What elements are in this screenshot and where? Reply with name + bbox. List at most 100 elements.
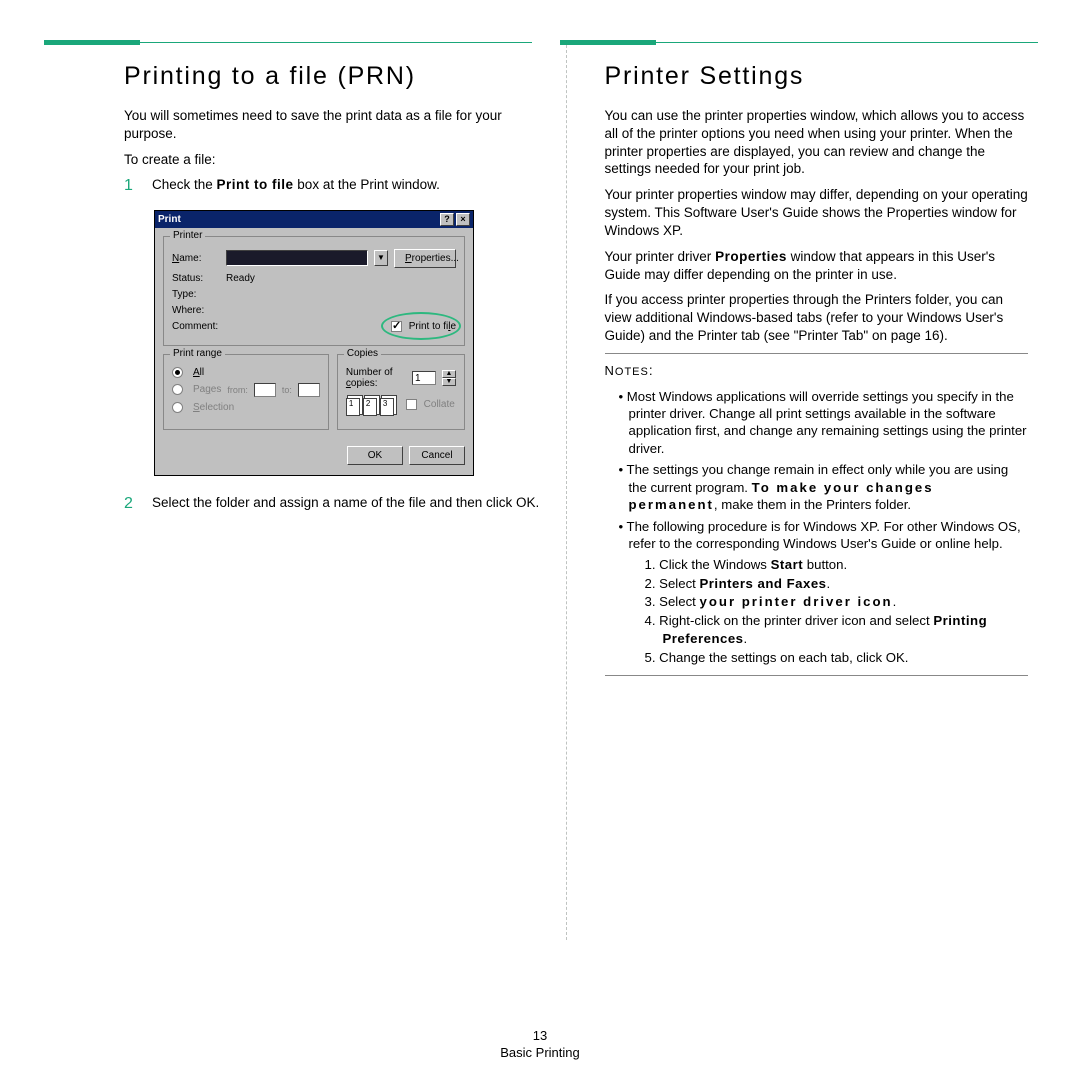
printer-name-dropdown[interactable]: [226, 250, 368, 266]
dropdown-icon[interactable]: ▼: [374, 250, 388, 266]
right-heading: Printer Settings: [605, 62, 1029, 91]
sheet-icon: 2: [363, 398, 377, 416]
print-to-file-checkbox[interactable]: [391, 321, 402, 332]
selection-row: Selection: [172, 402, 320, 413]
spinner-up-icon[interactable]: ▲: [442, 370, 456, 378]
bottom-groups: Print range All Pages from: to:: [163, 354, 465, 438]
help-icon[interactable]: ?: [440, 213, 454, 226]
from-label: from:: [227, 385, 248, 395]
p1: You can use the printer properties windo…: [605, 107, 1029, 178]
t-bold: Start: [771, 557, 804, 572]
pages-row: Pages from: to:: [172, 383, 320, 397]
note-item: The settings you change remain in effect…: [619, 461, 1029, 513]
group-label: Printer: [170, 230, 205, 241]
type-row: Type:: [172, 289, 456, 300]
comment-label: Comment:: [172, 321, 220, 332]
dialog-body: Printer Name: ▼ Properties... Status: Re…: [155, 228, 473, 446]
all-label: All: [193, 367, 204, 378]
step-2: 2 Select the folder and assign a name of…: [124, 494, 548, 513]
spinner-down-icon[interactable]: ▼: [442, 378, 456, 386]
status-row: Status: Ready: [172, 273, 456, 284]
u: N: [172, 253, 179, 264]
sub-step: Change the settings on each tab, click O…: [645, 649, 1029, 667]
t-bold: your printer driver icon: [700, 594, 893, 609]
u: P: [405, 253, 412, 264]
t: Right-click on the printer driver icon a…: [659, 613, 933, 628]
t: , make them in the Printers folder.: [714, 497, 911, 512]
p3: Your printer driver Properties window th…: [605, 248, 1029, 284]
to-input[interactable]: [298, 383, 320, 397]
left-intro: You will sometimes need to save the prin…: [124, 107, 548, 143]
sheet-icon: 3: [380, 398, 394, 416]
t: The following procedure is for Windows X…: [627, 519, 1021, 551]
where-label: Where:: [172, 305, 220, 316]
collate-illustration: 1 2 3: [346, 398, 394, 416]
all-radio[interactable]: [172, 367, 183, 378]
t-bold: Print to file: [217, 177, 294, 192]
dialog-title: Print: [158, 214, 438, 225]
from-input[interactable]: [254, 383, 276, 397]
t-bold: Properties: [715, 249, 787, 264]
step-body: Select the folder and assign a name of t…: [152, 494, 539, 513]
collate-label: Collate: [424, 399, 455, 410]
collate-row: 1 2 3 Collate: [346, 394, 456, 416]
where-row: Where:: [172, 305, 456, 316]
sub-step: Select Printers and Faxes.: [645, 575, 1029, 593]
footer-text: Basic Printing: [500, 1045, 579, 1060]
comment-row: Comment: Print to file: [172, 321, 456, 332]
t: Select: [659, 594, 699, 609]
print-dialog-screenshot: Print ? × Printer Name: ▼ Properties...: [154, 210, 548, 476]
right-column: Printer Settings You can use the printer…: [567, 40, 1037, 940]
t: button.: [803, 557, 847, 572]
copies-input[interactable]: 1: [412, 371, 436, 385]
notes-rule-top: [605, 353, 1029, 354]
collate-checkbox[interactable]: [406, 399, 417, 410]
collate-wrap: Collate: [406, 399, 455, 410]
page: Printing to a file (PRN) You will someti…: [0, 0, 1080, 1000]
page-footer: 13 Basic Printing: [0, 1028, 1080, 1060]
to-label: to:: [282, 385, 292, 395]
sub-step: Click the Windows Start button.: [645, 556, 1029, 574]
left-column: Printing to a file (PRN) You will someti…: [44, 40, 566, 940]
t: Select: [659, 576, 699, 591]
step-number: 2: [124, 494, 140, 513]
close-icon[interactable]: ×: [456, 213, 470, 226]
cancel-button[interactable]: Cancel: [409, 446, 465, 465]
copies-spinner[interactable]: ▲ ▼: [442, 370, 456, 386]
group-label: Copies: [344, 348, 381, 359]
left-heading: Printing to a file (PRN): [124, 62, 548, 91]
t: .: [827, 576, 831, 591]
ptf-label: Print to file: [409, 321, 456, 332]
p4: If you access printer properties through…: [605, 291, 1029, 344]
notes-label: NOTES:: [605, 362, 1029, 380]
t: .: [893, 594, 897, 609]
notes-rule-bottom: [605, 675, 1029, 676]
t-bold: Printers and Faxes: [700, 576, 827, 591]
t: Check the: [152, 177, 217, 192]
status-value: Ready: [226, 273, 255, 284]
sub-step: Select your printer driver icon.: [645, 593, 1029, 611]
sub-steps: Click the Windows Start button. Select P…: [629, 556, 1029, 667]
pages-radio[interactable]: [172, 384, 183, 395]
step-number: 1: [124, 176, 140, 195]
properties-button[interactable]: Properties...: [394, 249, 456, 268]
selection-label: Selection: [193, 402, 234, 413]
dialog-footer: OK Cancel: [155, 446, 473, 475]
all-row: All: [172, 367, 320, 378]
printer-group: Printer Name: ▼ Properties... Status: Re…: [163, 236, 465, 346]
ok-button[interactable]: OK: [347, 446, 403, 465]
step-1: 1 Check the Print to file box at the Pri…: [124, 176, 548, 195]
sheet-icon: 1: [346, 398, 360, 416]
dialog-titlebar: Print ? ×: [155, 211, 473, 228]
u: A: [193, 367, 200, 378]
note-item: The following procedure is for Windows X…: [619, 518, 1029, 668]
p2: Your printer properties window may diffe…: [605, 186, 1029, 239]
print-range-group: Print range All Pages from: to:: [163, 354, 329, 430]
num-copies-row: Number of copies: 1 ▲ ▼: [346, 367, 456, 389]
print-dialog: Print ? × Printer Name: ▼ Properties...: [154, 210, 474, 476]
name-row: Name: ▼ Properties...: [172, 249, 456, 268]
left-sub: To create a file:: [124, 151, 548, 169]
selection-radio[interactable]: [172, 402, 183, 413]
group-label: Print range: [170, 348, 225, 359]
note-item: Most Windows applications will override …: [619, 388, 1029, 458]
